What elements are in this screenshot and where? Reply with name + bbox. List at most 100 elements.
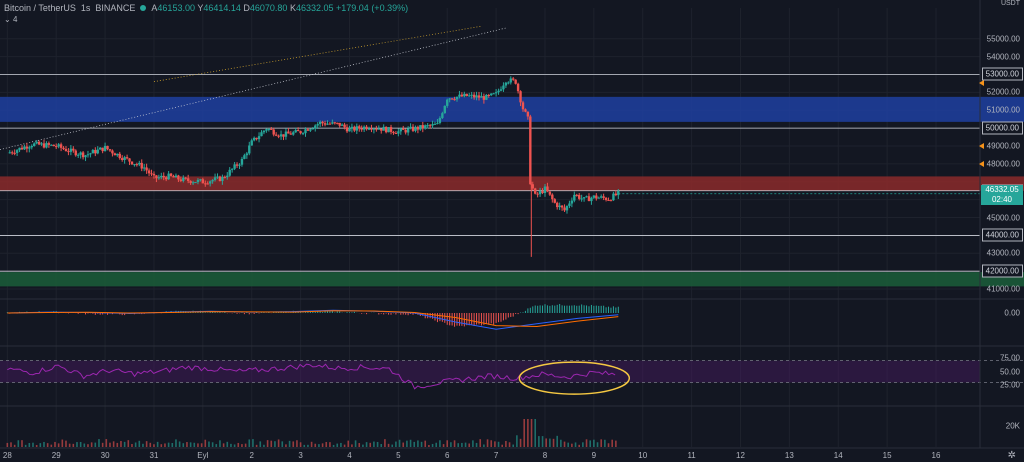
candle-body: [8, 152, 11, 154]
rsi-axis-tick: 50.00: [999, 367, 1020, 376]
candle-body: [72, 148, 75, 151]
volume-bar: [222, 443, 225, 447]
level-price-label: 53000.00: [981, 67, 1023, 81]
indicators-toggle[interactable]: ⌄ 4: [4, 15, 18, 24]
candle-body: [519, 91, 522, 103]
volume-bar: [215, 444, 218, 447]
alert-flag-icon: [979, 143, 984, 149]
candle-body: [333, 122, 337, 124]
volume-bar: [519, 438, 522, 447]
candle-body: [162, 175, 165, 178]
candle-body: [226, 175, 229, 178]
volume-bar: [314, 443, 317, 447]
candle-body: [309, 129, 312, 131]
volume-bar: [288, 440, 291, 447]
volume-bar: [219, 440, 221, 447]
candle-body: [582, 197, 586, 199]
symbol-title[interactable]: Bitcoin / TetherUS: [4, 3, 76, 13]
candle-body: [37, 141, 41, 145]
candle-body: [487, 94, 490, 96]
volume-bar: [541, 436, 544, 447]
axis-unit-label: USDT: [1000, 0, 1020, 7]
volume-bar: [156, 441, 159, 447]
candle-body: [338, 122, 341, 126]
candle-body: [504, 82, 508, 86]
volume-bar: [6, 442, 9, 447]
candle-body: [101, 147, 104, 152]
candle-body: [323, 123, 327, 125]
candle-body: [182, 177, 185, 181]
volume-bar: [270, 440, 273, 447]
candle-body: [255, 137, 258, 140]
volume-bar: [193, 442, 196, 447]
interval-label[interactable]: 1s: [80, 3, 91, 13]
macd-series-line: [7, 310, 619, 328]
volume-bar: [321, 443, 324, 447]
candle-body: [13, 152, 16, 154]
candle-body: [597, 197, 600, 199]
candle-body: [25, 146, 29, 149]
chevron-down-icon: ⌄: [4, 15, 13, 24]
volume-bar: [21, 440, 23, 447]
volume-bar: [538, 436, 540, 447]
volume-bar: [358, 443, 361, 447]
candle-body: [328, 123, 332, 125]
candle-body: [138, 162, 141, 165]
candle-body: [245, 153, 249, 156]
volume-bar: [292, 441, 295, 447]
volume-bar: [186, 442, 188, 447]
candle-body: [128, 158, 131, 162]
volume-bar: [497, 441, 500, 447]
candle-body: [11, 152, 14, 154]
candle-body: [94, 150, 97, 154]
settings-gear-icon[interactable]: ✲: [1007, 450, 1016, 461]
candle-body: [565, 205, 569, 211]
volume-bar: [567, 442, 570, 447]
candle-body: [67, 151, 70, 153]
volume-bar: [61, 439, 64, 447]
volume-bar: [112, 441, 115, 447]
candle-body: [365, 126, 368, 130]
candle-body: [331, 122, 334, 124]
candle-body: [343, 124, 346, 128]
volume-bar: [237, 442, 240, 447]
candle-body: [350, 126, 354, 129]
time-axis-tick: 3: [298, 451, 303, 460]
alert-flag-icon: [979, 80, 984, 87]
candle-body: [573, 194, 576, 201]
volume-bar: [468, 443, 471, 447]
level-price-label: 44000.00: [981, 228, 1023, 242]
level-price-label: 50000.00: [981, 121, 1023, 135]
candle-body: [260, 132, 263, 137]
time-axis-tick: 16: [931, 451, 941, 460]
volume-bar: [123, 441, 126, 447]
volume-bar: [17, 440, 20, 447]
volume-bar: [171, 443, 174, 447]
volume-bar: [332, 444, 335, 447]
candle-body: [453, 99, 456, 101]
time-axis-tick: 30: [100, 451, 110, 460]
candle-body: [541, 190, 544, 194]
candle-body: [294, 130, 297, 133]
volume-bar: [571, 443, 573, 447]
volume-bar: [585, 439, 588, 447]
candle-body: [40, 143, 43, 145]
candle-body: [424, 125, 427, 129]
candle-body: [480, 96, 483, 98]
volume-bar: [402, 442, 405, 447]
candle-body: [177, 175, 180, 180]
volume-bar: [281, 441, 284, 447]
candle-body: [167, 173, 170, 180]
volume-bar: [604, 439, 606, 447]
candle-body: [23, 146, 26, 150]
candle-body: [252, 137, 256, 141]
candle-body: [599, 196, 603, 198]
candle-body: [397, 131, 400, 134]
volume-bar: [35, 444, 38, 447]
candle-body: [482, 96, 486, 100]
candle-body: [348, 128, 351, 132]
candle-body: [612, 193, 615, 201]
volume-bar: [351, 444, 353, 447]
candle-body: [546, 186, 549, 192]
